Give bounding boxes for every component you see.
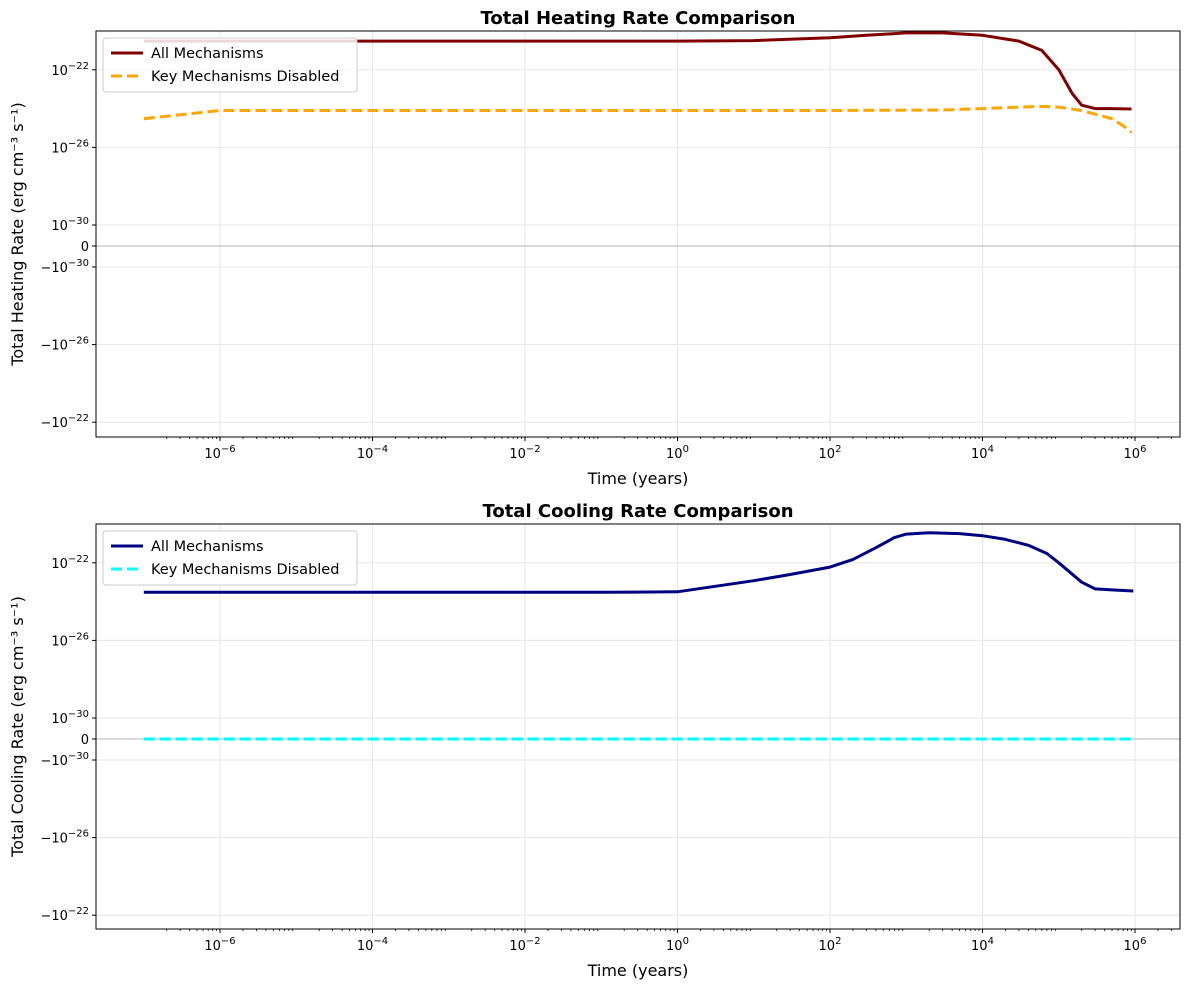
series-line — [143, 104, 1133, 134]
series-group — [143, 31, 1133, 134]
x-tick-label: 100 — [666, 444, 689, 462]
y-axis-label: Total Heating Rate (erg cm⁻³ s⁻¹) — [8, 102, 27, 366]
series-group — [143, 531, 1134, 741]
x-tick-label: 10−6 — [204, 444, 235, 462]
legend: All Mechanisms Key Mechanisms Disabled — [102, 530, 358, 586]
y-tick-label: −10−30 — [40, 258, 89, 276]
y-tick-label: −10−30 — [40, 751, 89, 769]
series-line — [143, 531, 1134, 594]
y-tick-label: −10−22 — [40, 906, 89, 924]
y-tick-label: 10−22 — [51, 61, 89, 79]
y-axis-label: Total Cooling Rate (erg cm⁻³ s⁻¹) — [8, 596, 27, 858]
x-tick-label: 106 — [1124, 444, 1147, 462]
x-axis-label: Time (years) — [587, 469, 689, 488]
legend-box — [102, 37, 358, 93]
legend-box — [102, 530, 358, 586]
x-tick-label: 104 — [971, 444, 994, 462]
x-tick-label: 10−2 — [509, 444, 540, 462]
x-axis-label: Time (years) — [587, 961, 689, 980]
chart-2: 10−6 10−4 10−2 100 102 104 106 10−22 10−26 10−30 0… — [8, 501, 1181, 980]
x-minor-ticks — [166, 929, 1172, 931]
x-tick-label: 102 — [819, 444, 842, 462]
x-tick-label: 102 — [819, 936, 842, 954]
y-tick-label: 0 — [81, 240, 89, 255]
legend-label: Key Mechanisms Disabled — [151, 69, 339, 85]
chart-title: Total Cooling Rate Comparison — [482, 501, 793, 522]
y-tick-label: 10−22 — [51, 554, 89, 572]
y-tick-label: 10−30 — [51, 709, 89, 727]
series-line — [143, 31, 1132, 111]
legend-label: Key Mechanisms Disabled — [151, 562, 339, 578]
chart-1: 10−6 10−4 10−2 100 102 104 106 10−22 10−26 10−30 0… — [8, 8, 1181, 488]
legend-label: All Mechanisms — [151, 539, 264, 555]
x-minor-ticks — [166, 437, 1172, 439]
y-tick-label: 10−26 — [51, 138, 89, 156]
y-tick-label: 0 — [81, 733, 89, 748]
chart-title: Total Heating Rate Comparison — [481, 8, 796, 29]
x-tick-label: 100 — [666, 936, 689, 954]
x-tick-label: 106 — [1124, 936, 1147, 954]
x-tick-label: 104 — [971, 936, 994, 954]
legend: All Mechanisms Key Mechanisms Disabled — [102, 37, 358, 93]
y-tick-label: −10−26 — [40, 336, 89, 354]
y-tick-label: 10−26 — [51, 631, 89, 649]
x-tick-label: 10−2 — [509, 936, 540, 954]
x-tick-label: 10−6 — [204, 936, 235, 954]
y-tick-label: 10−30 — [51, 216, 89, 234]
x-tick-label: 10−4 — [357, 444, 388, 462]
x-tick-label: 10−4 — [357, 936, 388, 954]
y-tick-label: −10−22 — [40, 413, 89, 431]
y-tick-label: −10−26 — [40, 829, 89, 847]
legend-label: All Mechanisms — [151, 46, 264, 62]
